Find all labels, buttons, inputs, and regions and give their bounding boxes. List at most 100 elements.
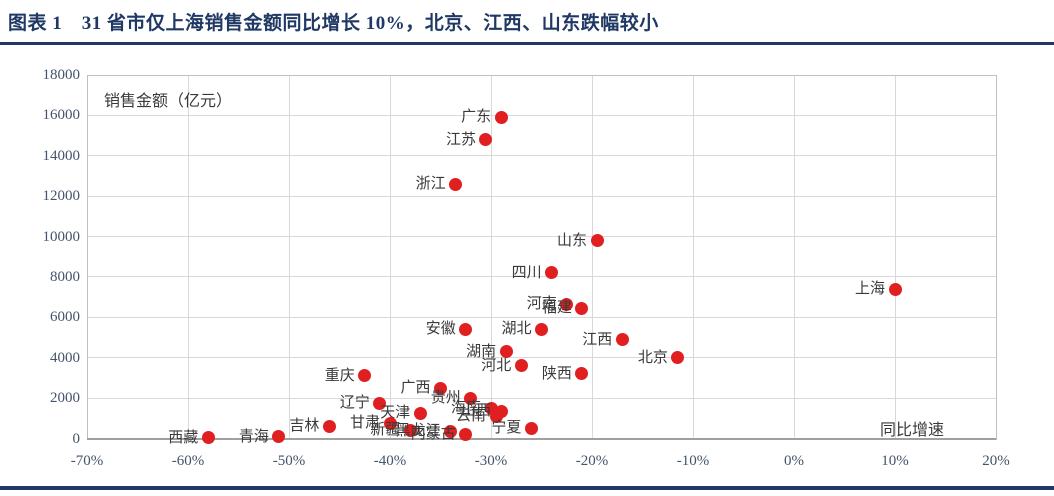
data-point bbox=[590, 234, 604, 248]
data-point bbox=[575, 301, 589, 315]
gridline-horizontal bbox=[87, 397, 996, 399]
title-divider bbox=[0, 42, 1054, 45]
x-axis-tick-label: -70% bbox=[70, 453, 104, 469]
point-label: 吉林 bbox=[289, 418, 320, 435]
point-label: 贵州 bbox=[430, 390, 461, 407]
data-point bbox=[545, 266, 559, 280]
gridline-horizontal bbox=[87, 114, 996, 116]
data-point bbox=[322, 419, 336, 433]
data-point bbox=[201, 431, 215, 445]
point-label: 浙江 bbox=[415, 176, 446, 193]
gridline-vertical bbox=[288, 75, 290, 439]
point-label: 山西 bbox=[461, 403, 492, 420]
data-point bbox=[489, 409, 503, 423]
point-label: 湖北 bbox=[501, 321, 532, 338]
data-point bbox=[383, 416, 397, 430]
point-label: 福建 bbox=[541, 300, 572, 317]
plot-area-border bbox=[87, 75, 997, 440]
data-point bbox=[464, 391, 478, 405]
data-point bbox=[373, 396, 387, 410]
point-label: 黑龙江 bbox=[395, 423, 441, 440]
x-axis-tick-label: -20% bbox=[575, 453, 609, 469]
x-axis-title: 同比增速 bbox=[880, 422, 945, 439]
y-axis-tick-label: 16000 bbox=[42, 107, 81, 124]
x-axis-tick-label: 0% bbox=[784, 453, 804, 469]
data-point bbox=[449, 177, 463, 191]
data-point bbox=[413, 406, 427, 420]
gridline-vertical bbox=[692, 75, 694, 439]
x-axis-tick-label: -30% bbox=[474, 453, 508, 469]
x-axis-tick-label: -50% bbox=[272, 453, 306, 469]
data-point bbox=[358, 369, 372, 383]
data-point bbox=[560, 297, 574, 311]
point-label: 西藏 bbox=[168, 429, 199, 446]
gridline-vertical bbox=[793, 75, 795, 439]
data-point bbox=[499, 345, 513, 359]
data-point bbox=[479, 133, 493, 147]
data-point bbox=[459, 322, 473, 336]
gridline-horizontal bbox=[87, 276, 996, 278]
x-axis-tick-label: -40% bbox=[373, 453, 407, 469]
point-label: 上海 bbox=[854, 281, 885, 298]
y-axis-tick-label: 2000 bbox=[50, 390, 80, 407]
figure-title: 图表 1 31 省市仅上海销售金额同比增长 10%，北京、江西、山东跌幅较小 bbox=[8, 13, 659, 34]
gridline-horizontal bbox=[87, 236, 996, 238]
x-axis-tick-label: -10% bbox=[676, 453, 710, 469]
point-label: 河北 bbox=[481, 357, 512, 374]
gridline-vertical bbox=[187, 75, 189, 439]
data-point bbox=[575, 367, 589, 381]
point-label: 重庆 bbox=[324, 367, 355, 384]
point-label: 新疆 bbox=[370, 422, 401, 439]
gridline-vertical bbox=[894, 75, 896, 439]
point-label: 河南 bbox=[526, 296, 557, 313]
y-axis-title: 销售金额（亿元） bbox=[104, 93, 233, 110]
gridline-vertical bbox=[490, 75, 492, 439]
data-point bbox=[272, 430, 286, 444]
point-label: 内蒙古 bbox=[410, 426, 456, 443]
point-label: 江西 bbox=[582, 331, 613, 348]
point-label: 安徽 bbox=[425, 321, 456, 338]
data-point bbox=[459, 427, 473, 441]
data-point bbox=[615, 333, 629, 347]
point-label: 北京 bbox=[637, 349, 668, 366]
y-axis-tick-label: 6000 bbox=[50, 309, 80, 326]
y-axis-tick-label: 14000 bbox=[42, 147, 81, 164]
point-label: 广东 bbox=[461, 109, 492, 126]
y-axis-tick-label: 4000 bbox=[50, 349, 80, 366]
data-point bbox=[494, 110, 508, 124]
gridline-horizontal bbox=[87, 155, 996, 157]
gridline-vertical bbox=[389, 75, 391, 439]
gridline-horizontal bbox=[87, 195, 996, 197]
gridline-horizontal bbox=[87, 357, 996, 359]
point-label: 海南 bbox=[450, 400, 481, 417]
x-axis-tick-label: -60% bbox=[171, 453, 205, 469]
point-label: 陕西 bbox=[541, 365, 572, 382]
y-axis-tick-label: 8000 bbox=[50, 268, 80, 285]
y-axis-tick-label: 12000 bbox=[42, 188, 81, 205]
gridline-vertical bbox=[591, 75, 593, 439]
point-label: 甘肃 bbox=[349, 415, 380, 432]
point-label: 青海 bbox=[238, 428, 269, 445]
data-point bbox=[524, 421, 538, 435]
data-point bbox=[434, 381, 447, 395]
data-point bbox=[671, 351, 685, 365]
y-axis-tick-label: 10000 bbox=[42, 228, 81, 245]
point-label: 湖南 bbox=[466, 343, 497, 360]
data-point bbox=[888, 282, 902, 296]
point-label: 江苏 bbox=[445, 131, 476, 148]
point-label: 山东 bbox=[557, 232, 588, 249]
point-label: 云南 bbox=[456, 408, 487, 425]
x-axis-tick-label: 10% bbox=[881, 453, 909, 469]
point-label: 宁夏 bbox=[491, 420, 522, 437]
y-axis-tick-label: 18000 bbox=[42, 67, 81, 83]
footer-divider bbox=[0, 486, 1054, 490]
point-label: 广西 bbox=[400, 380, 431, 396]
data-point bbox=[514, 359, 528, 373]
y-axis-tick-label: 0 bbox=[72, 430, 81, 447]
data-point bbox=[403, 423, 417, 437]
point-label: 四川 bbox=[511, 264, 542, 281]
x-axis-line bbox=[87, 437, 996, 440]
data-point bbox=[535, 322, 548, 336]
